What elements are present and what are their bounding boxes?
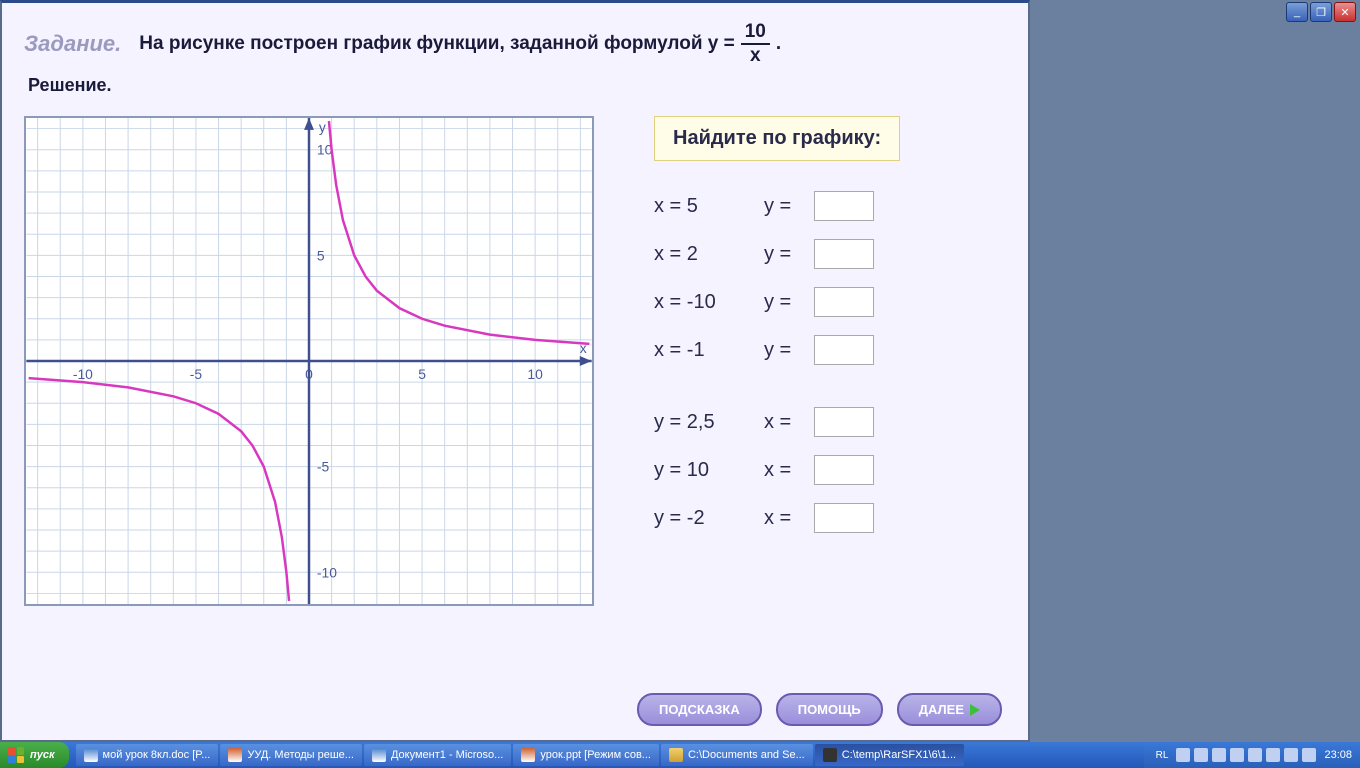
question-given: x = -10 bbox=[654, 291, 764, 314]
next-button[interactable]: ДАЛЕЕ bbox=[897, 693, 1002, 726]
tray-icon[interactable] bbox=[1266, 748, 1280, 762]
question-given: x = 5 bbox=[654, 195, 764, 218]
question-row: y = 2,5x = bbox=[654, 407, 900, 437]
window-controls: _ ❐ ✕ bbox=[1286, 2, 1356, 22]
y-answer-input-3[interactable] bbox=[814, 335, 874, 365]
question-ask: y = bbox=[764, 339, 814, 362]
task-text-after: . bbox=[776, 33, 781, 55]
clock[interactable]: 23:08 bbox=[1324, 749, 1352, 761]
question-ask: x = bbox=[764, 459, 814, 482]
x-answer-input-2[interactable] bbox=[814, 503, 874, 533]
question-ask: y = bbox=[764, 243, 814, 266]
svg-text:0: 0 bbox=[305, 366, 313, 382]
taskbar-app-icon bbox=[228, 748, 242, 762]
taskbar-item[interactable]: C:\temp\RarSFX1\6\1... bbox=[815, 744, 964, 766]
tray-icon[interactable] bbox=[1176, 748, 1190, 762]
taskbar-item-label: урок.ppt [Режим сов... bbox=[540, 749, 651, 761]
tray-icon[interactable] bbox=[1248, 748, 1262, 762]
minimize-button[interactable]: _ bbox=[1286, 2, 1308, 22]
question-given: y = 2,5 bbox=[654, 411, 764, 434]
question-row: x = 2y = bbox=[654, 239, 900, 269]
question-given: y = 10 bbox=[654, 459, 764, 482]
y-answer-input-2[interactable] bbox=[814, 287, 874, 317]
question-given: x = -1 bbox=[654, 339, 764, 362]
tray-icon[interactable] bbox=[1284, 748, 1298, 762]
app-window: Задание. На рисунке построен график функ… bbox=[0, 0, 1030, 742]
y-answer-input-0[interactable] bbox=[814, 191, 874, 221]
language-indicator[interactable]: RL bbox=[1152, 750, 1173, 761]
questions-panel: Найдите по графику: x = 5y =x = 2y =x = … bbox=[654, 116, 900, 606]
question-row: x = 5y = bbox=[654, 191, 900, 221]
svg-text:-5: -5 bbox=[190, 366, 203, 382]
svg-text:10: 10 bbox=[527, 366, 543, 382]
taskbar-item[interactable]: урок.ppt [Режим сов... bbox=[513, 744, 659, 766]
taskbar-item[interactable]: C:\Documents and Se... bbox=[661, 744, 813, 766]
taskbar-app-icon bbox=[372, 748, 386, 762]
help-button[interactable]: ПОМОЩЬ bbox=[776, 693, 883, 726]
taskbar: пуск мой урок 8кл.doc [P... УУД. Методы р… bbox=[0, 742, 1360, 768]
button-bar: ПОДСКАЗКА ПОМОЩЬ ДАЛЕЕ bbox=[637, 693, 1002, 726]
start-button[interactable]: пуск bbox=[0, 742, 69, 768]
taskbar-app-icon bbox=[521, 748, 535, 762]
taskbar-item[interactable]: Документ1 - Microso... bbox=[364, 744, 511, 766]
question-row: y = 10x = bbox=[654, 455, 900, 485]
graph-panel: -10-50510-10-5510xy bbox=[24, 116, 594, 606]
question-row: x = -1y = bbox=[654, 335, 900, 365]
svg-text:y: y bbox=[319, 119, 326, 135]
question-given: y = -2 bbox=[654, 507, 764, 530]
taskbar-item-label: C:\temp\RarSFX1\6\1... bbox=[842, 749, 956, 761]
close-button[interactable]: ✕ bbox=[1334, 2, 1356, 22]
taskbar-item-label: Документ1 - Microso... bbox=[391, 749, 503, 761]
question-ask: x = bbox=[764, 507, 814, 530]
task-text-before: На рисунке построен график функции, зада… bbox=[139, 33, 734, 55]
svg-text:-10: -10 bbox=[317, 564, 337, 580]
question-ask: y = bbox=[764, 291, 814, 314]
question-ask: y = bbox=[764, 195, 814, 218]
tray-icon[interactable] bbox=[1212, 748, 1226, 762]
hint-button[interactable]: ПОДСКАЗКА bbox=[637, 693, 762, 726]
tray-icon[interactable] bbox=[1194, 748, 1208, 762]
tray-icon[interactable] bbox=[1302, 748, 1316, 762]
taskbar-app-icon bbox=[823, 748, 837, 762]
y-answer-input-1[interactable] bbox=[814, 239, 874, 269]
start-label: пуск bbox=[30, 749, 55, 761]
formula-fraction: 10 x bbox=[741, 21, 770, 67]
question-row: x = -10y = bbox=[654, 287, 900, 317]
windows-logo-icon bbox=[8, 747, 24, 763]
question-given: x = 2 bbox=[654, 243, 764, 266]
question-ask: x = bbox=[764, 411, 814, 434]
solution-label: Решение. bbox=[28, 75, 1006, 96]
find-header: Найдите по графику: bbox=[654, 116, 900, 161]
question-row: y = -2x = bbox=[654, 503, 900, 533]
x-answer-input-1[interactable] bbox=[814, 455, 874, 485]
x-answer-input-0[interactable] bbox=[814, 407, 874, 437]
taskbar-item[interactable]: УУД. Методы реше... bbox=[220, 744, 362, 766]
taskbar-app-icon bbox=[669, 748, 683, 762]
fraction-numerator: 10 bbox=[741, 21, 770, 45]
next-button-label: ДАЛЕЕ bbox=[919, 702, 964, 717]
desktop-right-pane: _ ❐ ✕ bbox=[1030, 0, 1360, 742]
taskbar-app-icon bbox=[84, 748, 98, 762]
svg-text:-10: -10 bbox=[73, 366, 93, 382]
fraction-denominator: x bbox=[746, 45, 765, 67]
svg-text:5: 5 bbox=[418, 366, 426, 382]
task-label: Задание. bbox=[24, 31, 121, 57]
taskbar-item-label: C:\Documents and Se... bbox=[688, 749, 805, 761]
system-tray: RL 23:08 bbox=[1144, 742, 1360, 768]
task-text: На рисунке построен график функции, зада… bbox=[139, 21, 781, 67]
svg-text:5: 5 bbox=[317, 247, 325, 263]
svg-text:-5: -5 bbox=[317, 459, 330, 475]
taskbar-item-label: мой урок 8кл.doc [P... bbox=[103, 749, 211, 761]
maximize-button[interactable]: ❐ bbox=[1310, 2, 1332, 22]
taskbar-item[interactable]: мой урок 8кл.doc [P... bbox=[76, 744, 219, 766]
tray-icon[interactable] bbox=[1230, 748, 1244, 762]
graph-svg: -10-50510-10-5510xy bbox=[26, 118, 592, 604]
arrow-right-icon bbox=[970, 704, 980, 716]
taskbar-item-label: УУД. Методы реше... bbox=[247, 749, 354, 761]
